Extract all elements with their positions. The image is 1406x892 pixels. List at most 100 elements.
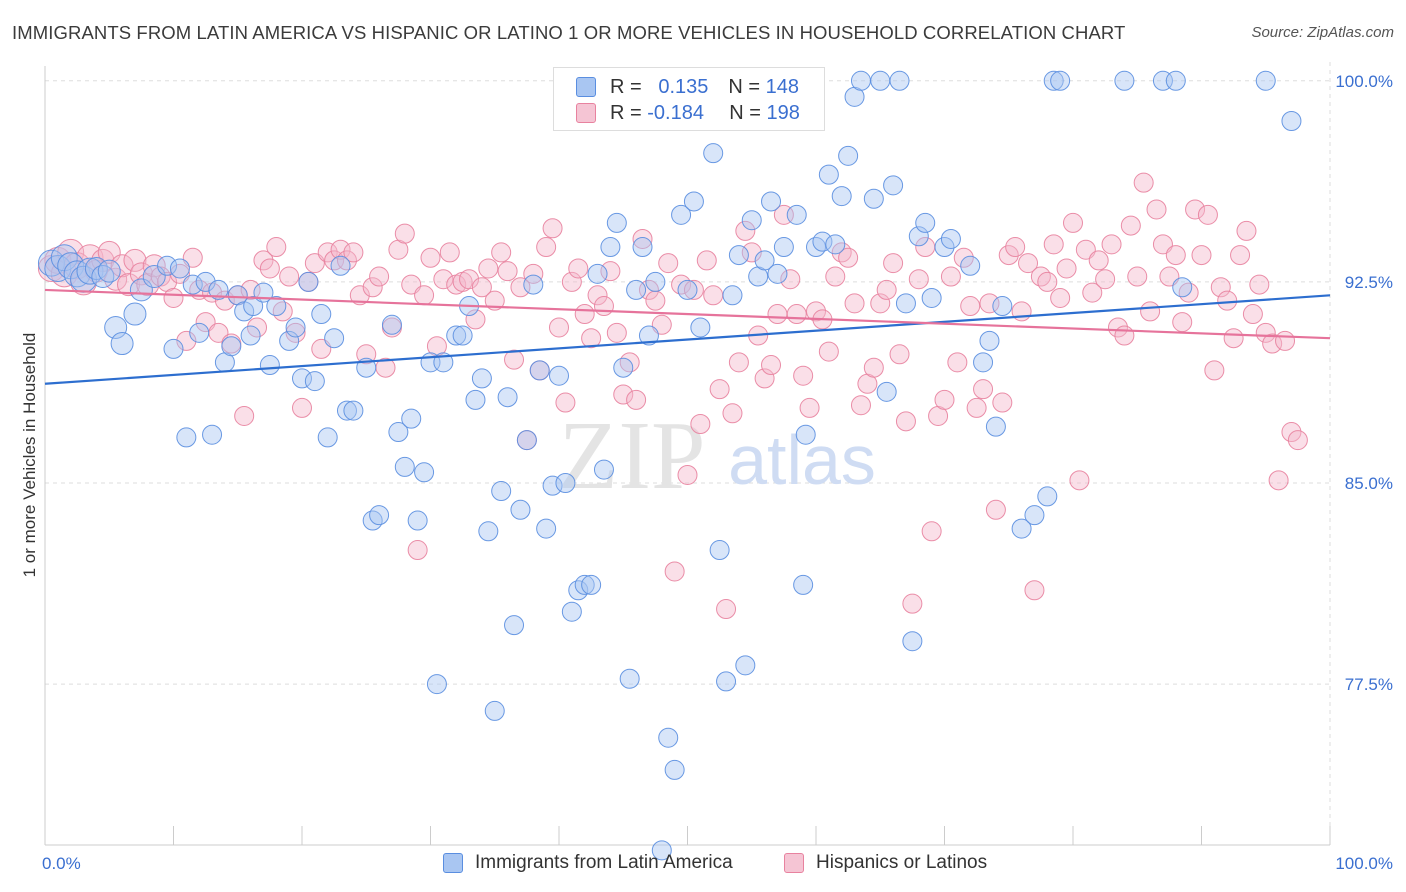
hispanics-point: [716, 599, 737, 620]
hispanics-point: [536, 237, 557, 258]
immigrants-point: [812, 231, 833, 252]
hispanics-point: [683, 279, 704, 300]
immigrants-point: [895, 293, 916, 314]
series-legend: Immigrants from Latin America Hispanics …: [0, 852, 1406, 878]
hispanics-point: [1063, 212, 1083, 233]
hispanics-point: [889, 344, 910, 365]
immigrants-point: [581, 574, 602, 595]
hispanics-point: [1242, 304, 1263, 325]
immigrants-point: [716, 671, 737, 692]
hispanics-point: [407, 540, 428, 561]
hispanics-point: [234, 405, 255, 426]
hispanics-point: [259, 258, 280, 279]
hispanics-point: [895, 411, 916, 432]
immigrants-point: [825, 234, 846, 255]
immigrants-point: [394, 456, 415, 477]
immigrants-point: [176, 427, 197, 448]
legend-n-label: N =: [729, 101, 761, 124]
hispanics-point: [1095, 269, 1116, 290]
watermark: ZIP atlas: [559, 402, 876, 510]
hispanics-point: [491, 242, 512, 263]
immigrants-point: [202, 424, 223, 445]
legend-item-immigrants[interactable]: Immigrants from Latin America: [443, 852, 733, 874]
hispanics-point: [1140, 301, 1161, 322]
immigrants-point: [908, 226, 929, 247]
immigrants-point: [722, 285, 743, 306]
hispanics-point: [870, 293, 891, 314]
immigrants-point: [883, 175, 904, 196]
watermark-zip: ZIP: [559, 402, 706, 510]
immigrants-point: [401, 408, 422, 429]
immigrants-point: [561, 601, 582, 622]
immigrants-point: [240, 325, 261, 346]
immigrants-point: [587, 263, 608, 284]
hispanics-point: [883, 253, 904, 274]
immigrants-point: [311, 304, 332, 325]
hispanics-point: [369, 266, 390, 287]
hispanics-point: [484, 290, 505, 311]
immigrants-point: [491, 481, 512, 502]
hispanics-point: [619, 352, 640, 373]
immigrants-point: [632, 237, 653, 258]
trend-line-hispanics: [44, 288, 1331, 340]
hispanics-point: [973, 379, 994, 400]
immigrants-point: [593, 459, 614, 480]
immigrants-point: [471, 368, 492, 389]
hispanics-point: [279, 266, 300, 287]
hispanics-point: [613, 384, 634, 405]
immigrants-point: [484, 700, 505, 721]
hispanics-point: [876, 279, 897, 300]
immigrants-point: [754, 250, 775, 271]
hispanics-point: [651, 314, 672, 335]
immigrants-point: [677, 279, 698, 300]
hispanics-point: [850, 395, 871, 416]
immigrants-point: [651, 840, 672, 861]
hispanics-point: [292, 397, 312, 418]
hispanics-point: [497, 261, 518, 282]
hispanics-point: [123, 248, 147, 272]
immigrants-point: [369, 505, 390, 526]
immigrants-point: [664, 759, 685, 780]
hispanics-point: [542, 218, 563, 239]
immigrants-point: [850, 70, 871, 91]
hispanics-point: [1120, 215, 1141, 236]
immigrants-point: [157, 255, 178, 276]
hispanics-point: [1069, 470, 1090, 491]
hispanics-point: [1088, 250, 1109, 271]
hispanics-point: [1159, 266, 1180, 287]
immigrants-point: [336, 400, 357, 421]
hispanics-point: [908, 269, 929, 290]
immigrants-point: [613, 357, 634, 378]
hispanics-point: [195, 312, 216, 333]
immigrants-point: [504, 615, 525, 636]
hispanics-point: [1172, 312, 1193, 333]
legend-r-value: 0.135: [658, 75, 709, 98]
immigrants-point: [992, 296, 1013, 317]
trend-lines: [44, 288, 1331, 385]
hispanics-point: [593, 296, 614, 317]
immigrants-point: [510, 499, 531, 520]
hispanics-point: [311, 338, 332, 359]
legend-item-hispanics[interactable]: Hispanics or Latinos: [784, 852, 987, 874]
legend-n-value: 198: [766, 101, 800, 124]
hispanics-point: [735, 220, 756, 241]
hispanics-point: [863, 357, 884, 378]
immigrants-point: [529, 360, 550, 381]
immigrants-point: [542, 475, 563, 496]
hispanics-point: [626, 389, 647, 410]
legend-label-hispanics: Hispanics or Latinos: [816, 852, 988, 873]
immigrants-point: [1050, 70, 1071, 91]
hispanics-point: [1005, 237, 1026, 258]
immigrants-point: [1255, 70, 1276, 91]
immigrants-point: [324, 328, 345, 349]
hispanics-point: [176, 330, 197, 351]
hispanics-point: [304, 253, 325, 274]
hispanics-point: [266, 237, 287, 258]
immigrants-point: [985, 416, 1006, 437]
immigrants-point: [818, 164, 839, 185]
legend-r-label: R =: [610, 75, 642, 98]
hispanics-point: [953, 247, 974, 268]
immigrants-point: [960, 255, 981, 276]
immigrants-point: [97, 259, 121, 283]
